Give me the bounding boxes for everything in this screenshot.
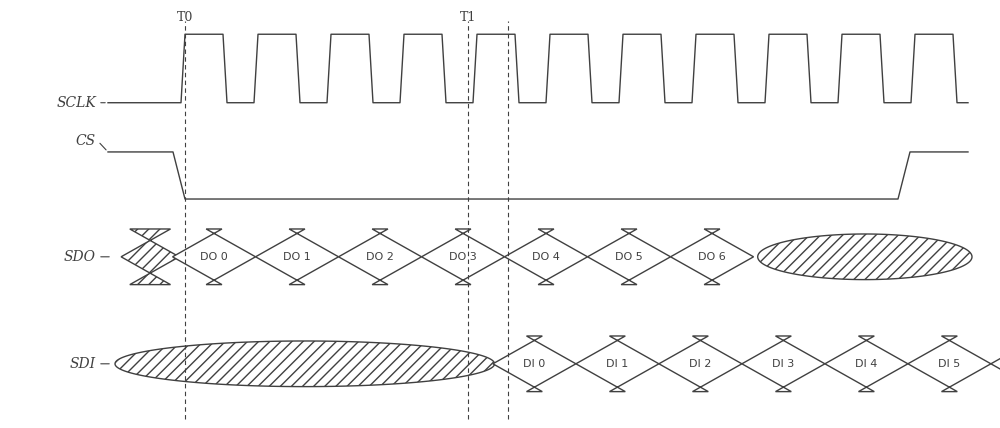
- Polygon shape: [339, 229, 422, 285]
- Polygon shape: [576, 336, 659, 392]
- Polygon shape: [742, 336, 825, 392]
- Polygon shape: [908, 336, 991, 392]
- Text: CS: CS: [76, 134, 96, 148]
- Text: T0: T0: [177, 11, 193, 24]
- Text: DO 5: DO 5: [615, 252, 643, 262]
- Polygon shape: [493, 336, 576, 392]
- Polygon shape: [256, 229, 339, 285]
- Text: DI 3: DI 3: [772, 359, 795, 369]
- Text: DO 6: DO 6: [698, 252, 726, 262]
- Polygon shape: [659, 336, 742, 392]
- Text: DI 5: DI 5: [938, 359, 961, 369]
- Polygon shape: [173, 229, 256, 285]
- Text: SDO: SDO: [64, 250, 96, 264]
- Polygon shape: [505, 229, 588, 285]
- Text: SDI: SDI: [70, 357, 96, 371]
- Polygon shape: [121, 229, 179, 285]
- Text: DO 2: DO 2: [366, 252, 394, 262]
- Polygon shape: [991, 336, 1000, 392]
- Text: DO 1: DO 1: [283, 252, 311, 262]
- Polygon shape: [758, 234, 972, 279]
- Text: DO 0: DO 0: [200, 252, 228, 262]
- Polygon shape: [115, 341, 495, 386]
- Text: DI 2: DI 2: [689, 359, 712, 369]
- Text: DI 0: DI 0: [523, 359, 546, 369]
- Polygon shape: [671, 229, 754, 285]
- Text: DO 4: DO 4: [532, 252, 560, 262]
- Polygon shape: [825, 336, 908, 392]
- Text: SCLK: SCLK: [56, 96, 96, 110]
- Text: DO 3: DO 3: [449, 252, 477, 262]
- Polygon shape: [588, 229, 671, 285]
- Polygon shape: [422, 229, 505, 285]
- Text: DI 1: DI 1: [606, 359, 629, 369]
- Text: DI 4: DI 4: [855, 359, 878, 369]
- Text: T1: T1: [460, 11, 476, 24]
